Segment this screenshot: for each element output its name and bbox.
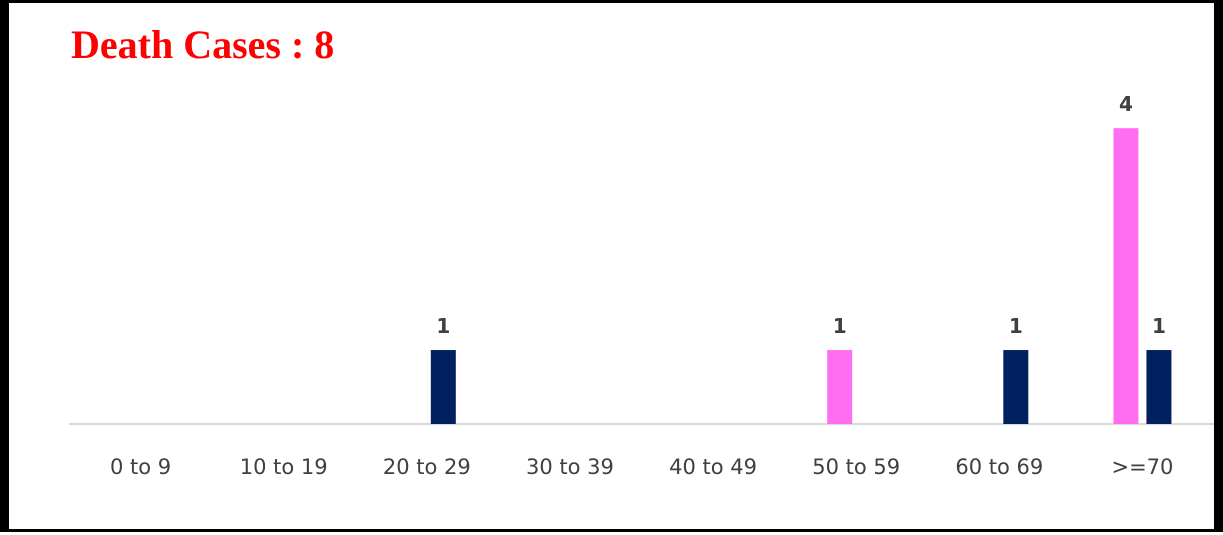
bar (430, 350, 456, 424)
x-tick-label: >=70 (1111, 455, 1173, 479)
data-label: 1 (436, 314, 450, 338)
x-tick-label: 60 to 69 (955, 455, 1043, 479)
bar (827, 350, 853, 424)
x-tick-labels-group: 0 to 9 10 to 19 20 to 29 30 to 39 40 to 49 50… (110, 455, 1173, 479)
x-tick-label: 30 to 39 (526, 455, 614, 479)
data-label: 1 (833, 314, 847, 338)
bar (1113, 128, 1139, 424)
x-tick-label: 50 to 59 (812, 455, 900, 479)
bar-chart: 1 1 1 4 1 0 to 9 10 to 19 20 to 29 30 to 39 40 t… (69, 92, 1214, 479)
data-label: 1 (1009, 314, 1023, 338)
x-tick-label: 40 to 49 (669, 455, 757, 479)
bar (1003, 350, 1029, 424)
data-label: 4 (1119, 92, 1133, 116)
chart-title: Death Cases : 8 (71, 22, 335, 67)
data-label: 1 (1152, 314, 1166, 338)
x-tick-label: 20 to 29 (383, 455, 471, 479)
x-tick-label: 10 to 19 (240, 455, 328, 479)
bar (1146, 350, 1172, 424)
x-tick-label: 0 to 9 (110, 455, 171, 479)
bars-group (430, 128, 1172, 424)
data-labels-group: 1 1 1 4 1 (436, 92, 1166, 338)
